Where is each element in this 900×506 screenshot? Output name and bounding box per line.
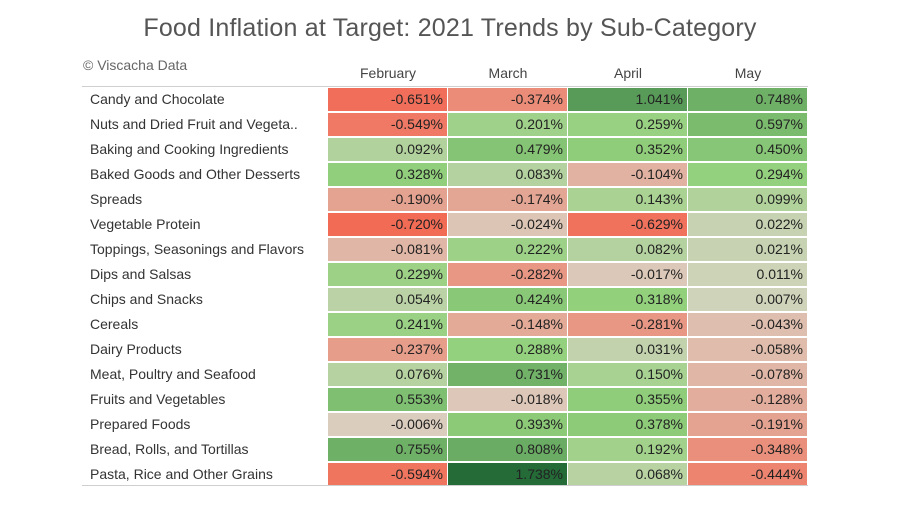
heatmap-cell: -0.549% — [328, 113, 447, 136]
row-label: Baked Goods and Other Desserts — [90, 166, 301, 182]
heatmap-cell: 1.041% — [568, 88, 687, 111]
heatmap-cell: 0.259% — [568, 113, 687, 136]
table-bottom-divider — [82, 485, 808, 486]
heatmap-cell: 0.808% — [448, 438, 567, 461]
heatmap-cell: -0.128% — [688, 388, 807, 411]
row-label: Meat, Poultry and Seafood — [90, 366, 256, 382]
heatmap-cell: -0.444% — [688, 463, 807, 486]
heatmap-cell: 0.450% — [688, 138, 807, 161]
heatmap-cell: 0.021% — [688, 238, 807, 261]
row-label: Baking and Cooking Ingredients — [90, 141, 289, 157]
heatmap-cell: -0.018% — [448, 388, 567, 411]
heatmap-cell: 0.031% — [568, 338, 687, 361]
heatmap-cell: 0.393% — [448, 413, 567, 436]
heatmap-cell: -0.594% — [328, 463, 447, 486]
heatmap-cell: 0.479% — [448, 138, 567, 161]
row-label: Bread, Rolls, and Tortillas — [90, 441, 249, 457]
heatmap-cell: 0.318% — [568, 288, 687, 311]
heatmap-cell: -0.006% — [328, 413, 447, 436]
heatmap-cell: 0.068% — [568, 463, 687, 486]
heatmap-cell: 0.424% — [448, 288, 567, 311]
heatmap-cell: 0.082% — [568, 238, 687, 261]
heatmap-cell: 0.150% — [568, 363, 687, 386]
heatmap-cell: -0.104% — [568, 163, 687, 186]
heatmap-cell: -0.043% — [688, 313, 807, 336]
heatmap-cell: 0.294% — [688, 163, 807, 186]
column-header-february: February — [359, 65, 417, 81]
row-label: Dips and Salsas — [90, 266, 192, 282]
heatmap-cell: 0.011% — [688, 263, 807, 286]
row-label: Fruits and Vegetables — [90, 391, 226, 407]
row-label: Toppings, Seasonings and Flavors — [90, 241, 305, 257]
heatmap-cell: 0.597% — [688, 113, 807, 136]
heatmap-cell: -0.148% — [448, 313, 567, 336]
heatmap-cell: -0.058% — [688, 338, 807, 361]
heatmap-cell: -0.651% — [328, 88, 447, 111]
heatmap-cell: -0.720% — [328, 213, 447, 236]
heatmap-cell: 0.143% — [568, 188, 687, 211]
heatmap-cell: 0.092% — [328, 138, 447, 161]
heatmap-cell: -0.348% — [688, 438, 807, 461]
heatmap-cell: 0.229% — [328, 263, 447, 286]
credit-text: © Viscacha Data — [83, 57, 188, 73]
row-label: Vegetable Protein — [90, 216, 201, 232]
heatmap-cell: -0.237% — [328, 338, 447, 361]
heatmap-cell: -0.081% — [328, 238, 447, 261]
heatmap-cell: 0.201% — [448, 113, 567, 136]
row-label: Dairy Products — [90, 341, 182, 357]
heatmap-cell: 0.054% — [328, 288, 447, 311]
heatmap-cell: 0.076% — [328, 363, 447, 386]
heatmap-cell: -0.629% — [568, 213, 687, 236]
heatmap-cell: 0.288% — [448, 338, 567, 361]
heatmap-cell: 0.355% — [568, 388, 687, 411]
heatmap-cell: 1.738% — [448, 463, 567, 486]
heatmap-cell: 0.378% — [568, 413, 687, 436]
heatmap-cell: -0.282% — [448, 263, 567, 286]
column-header-april: April — [613, 65, 642, 81]
heatmap-cell: 0.328% — [328, 163, 447, 186]
table-top-divider — [82, 86, 808, 87]
heatmap-cell: -0.281% — [568, 313, 687, 336]
column-header-may: May — [734, 65, 762, 81]
heatmap-cell: -0.174% — [448, 188, 567, 211]
row-label: Candy and Chocolate — [90, 91, 225, 107]
heatmap-cell: 0.748% — [688, 88, 807, 111]
heatmap-cell: 0.099% — [688, 188, 807, 211]
heatmap-cell: -0.190% — [328, 188, 447, 211]
row-label: Spreads — [90, 191, 143, 207]
column-header-march: March — [488, 65, 528, 81]
heatmap-cell: 0.022% — [688, 213, 807, 236]
heatmap-cell: 0.731% — [448, 363, 567, 386]
chart-title: Food Inflation at Target: 2021 Trends by… — [143, 14, 757, 42]
heatmap-cell: 0.241% — [328, 313, 447, 336]
heatmap-cell: 0.553% — [328, 388, 447, 411]
heatmap-cell: 0.222% — [448, 238, 567, 261]
heatmap-cell: 0.755% — [328, 438, 447, 461]
row-label: Nuts and Dried Fruit and Vegeta.. — [90, 116, 298, 132]
heatmap-cell: 0.352% — [568, 138, 687, 161]
row-label: Pasta, Rice and Other Grains — [90, 466, 273, 482]
heatmap-cell: 0.007% — [688, 288, 807, 311]
heatmap-cell: -0.017% — [568, 263, 687, 286]
heatmap-cell: 0.192% — [568, 438, 687, 461]
row-label: Cereals — [90, 316, 139, 332]
heatmap-cell: -0.191% — [688, 413, 807, 436]
heatmap-cell: -0.078% — [688, 363, 807, 386]
heatmap-cell: -0.024% — [448, 213, 567, 236]
row-label: Prepared Foods — [90, 416, 191, 432]
heatmap-cell: 0.083% — [448, 163, 567, 186]
row-label: Chips and Snacks — [90, 291, 203, 307]
heatmap-cell: -0.374% — [448, 88, 567, 111]
